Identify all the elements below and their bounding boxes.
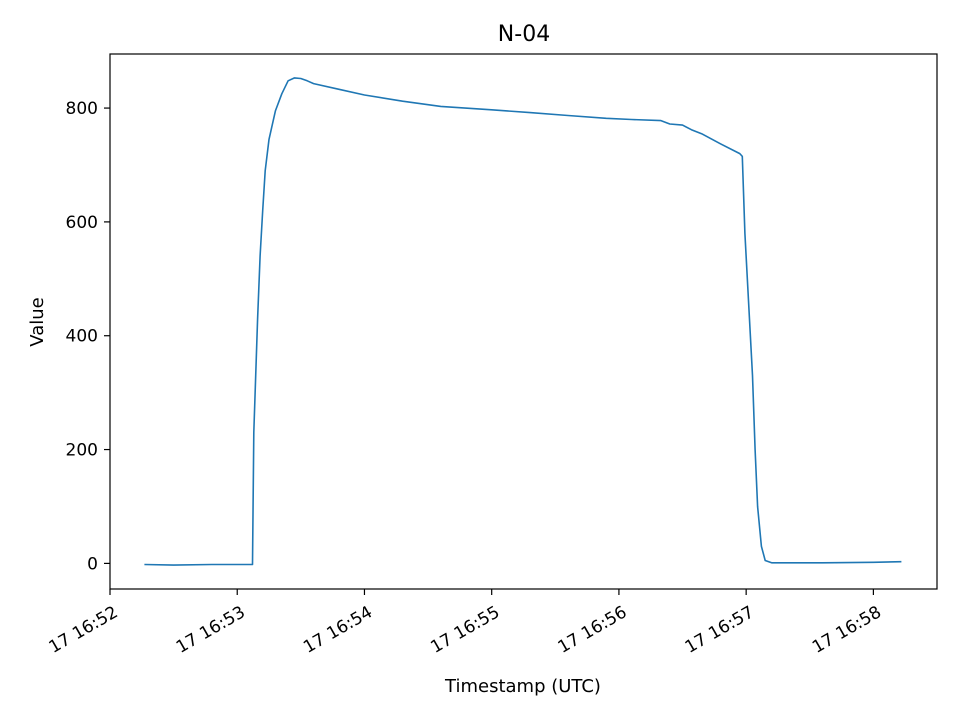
y-tick-label: 400 <box>66 327 98 347</box>
x-axis-label: Timestamp (UTC) <box>444 676 601 697</box>
y-axis-ticks: 0 200 400 600 800 <box>66 99 110 574</box>
y-axis-label: Value <box>27 297 48 346</box>
series-line <box>144 77 902 566</box>
plot-frame <box>109 53 938 590</box>
plot-area <box>109 53 938 590</box>
chart-title: N-04 <box>498 22 550 47</box>
y-tick-label: 200 <box>66 441 98 461</box>
y-tick-label: 800 <box>66 99 98 119</box>
y-tick-label: 0 <box>87 554 98 574</box>
y-tick-label: 600 <box>66 213 98 233</box>
